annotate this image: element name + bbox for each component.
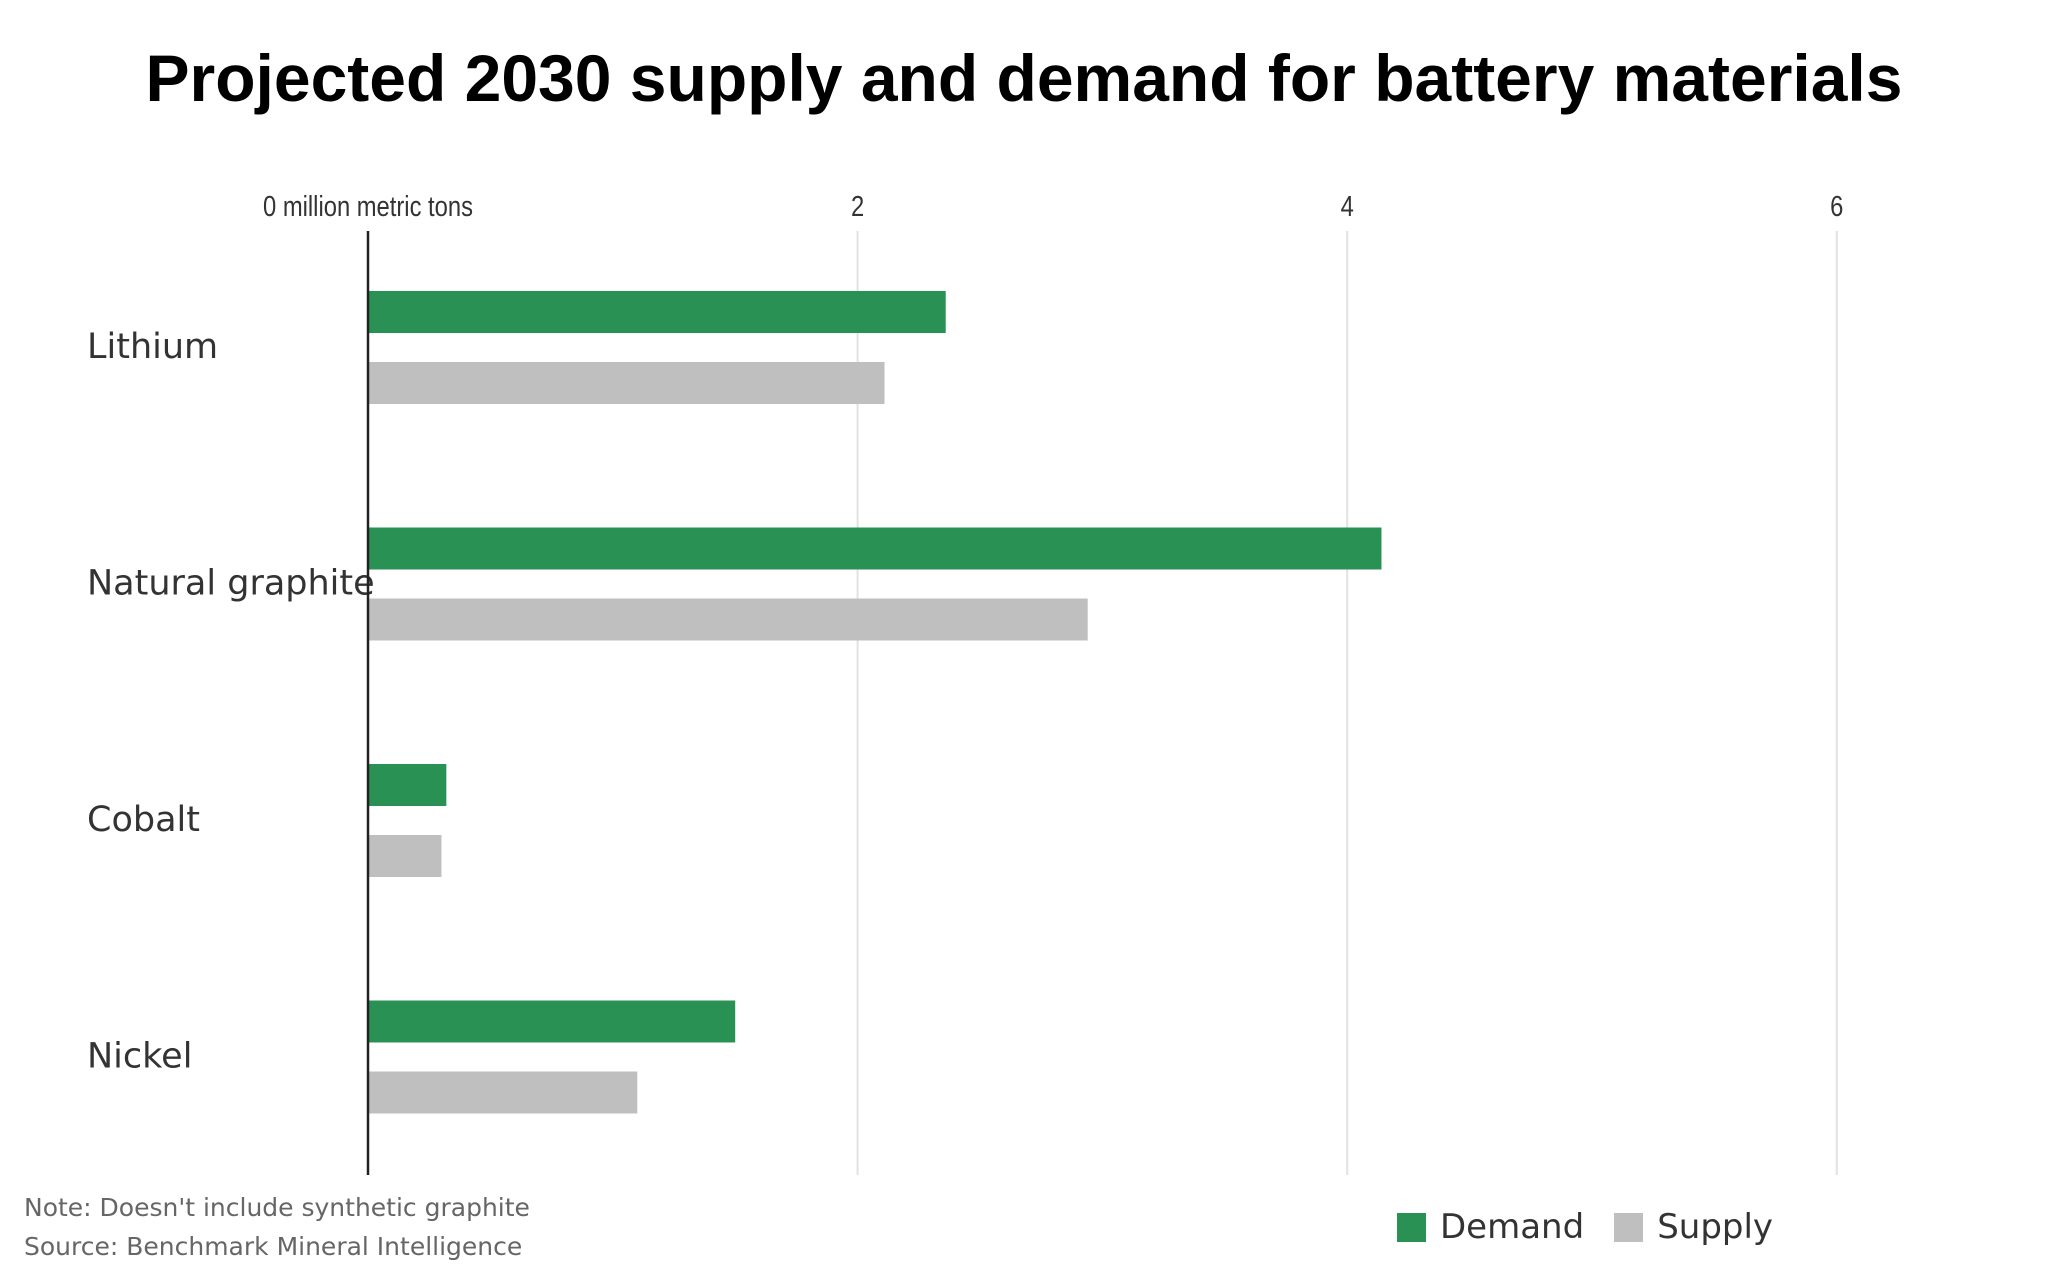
- chart-note: Note: Doesn't include synthetic graphite: [24, 1193, 530, 1222]
- bar-supply: [368, 362, 885, 404]
- x-tick-label: 2: [851, 190, 864, 223]
- bar-demand: [368, 1000, 736, 1043]
- category-label: Nickel: [87, 1037, 192, 1077]
- category-label: Natural graphite: [87, 564, 375, 604]
- x-tick-label: 0 million metric tons: [263, 190, 473, 223]
- bar-supply: [368, 598, 1088, 641]
- legend-swatch-demand: [1397, 1212, 1426, 1242]
- bar-demand: [368, 764, 447, 806]
- legend-item-demand: Demand: [1397, 1207, 1584, 1247]
- chart-title: Projected 2030 supply and demand for bat…: [145, 41, 1903, 115]
- x-tick-label: 6: [1830, 190, 1843, 223]
- legend-swatch-supply: [1614, 1212, 1644, 1242]
- bar-supply: [368, 835, 442, 877]
- chart-source: Source: Benchmark Mineral Intelligence: [24, 1232, 523, 1261]
- legend-item-supply: Supply: [1614, 1207, 1773, 1247]
- legend-label-supply: Supply: [1657, 1207, 1774, 1247]
- category-label: Lithium: [87, 327, 218, 367]
- x-tick-label: 4: [1341, 190, 1354, 223]
- bar-demand: [368, 291, 946, 333]
- bar-demand: [368, 527, 1382, 570]
- legend-label-demand: Demand: [1440, 1207, 1585, 1247]
- bar-supply: [368, 1071, 638, 1114]
- category-label: Cobalt: [87, 800, 200, 840]
- legend: Demand Supply: [1397, 1207, 1803, 1247]
